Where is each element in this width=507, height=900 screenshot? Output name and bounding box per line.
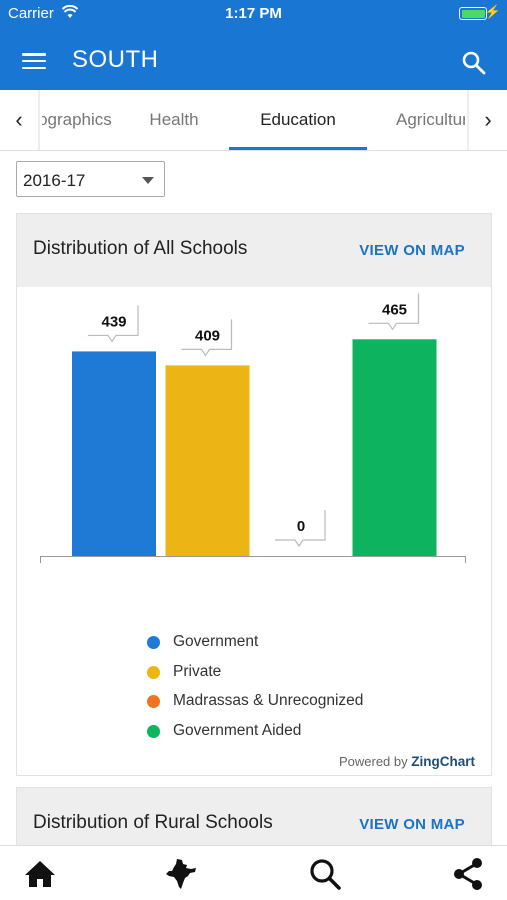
charging-icon: ⚡ <box>484 4 501 19</box>
view-on-map-link[interactable]: VIEW ON MAP <box>359 816 465 833</box>
legend-dot <box>147 695 160 708</box>
search-icon[interactable] <box>307 856 343 892</box>
bar-3 <box>352 339 437 556</box>
legend-label: Madrassas & Unrecognized <box>173 692 364 709</box>
view-on-map-link[interactable]: VIEW ON MAP <box>359 242 465 259</box>
data-label-0: 439 <box>101 313 126 330</box>
status-bar: Carrier 1:17 PM ⚡ <box>0 0 507 28</box>
legend-item-private[interactable]: Private <box>145 662 363 692</box>
data-label-2: 0 <box>297 518 305 535</box>
legend-item-government-aided[interactable]: Government Aided <box>145 721 363 751</box>
card-title: Distribution of Rural Schools <box>33 812 273 833</box>
bar-1 <box>165 365 250 556</box>
legend-dot <box>147 665 160 679</box>
data-label-1: 409 <box>195 327 220 344</box>
data-label-3: 465 <box>382 301 407 318</box>
bottom-navigation <box>0 845 507 900</box>
caret-down-icon <box>142 177 154 184</box>
tab-agriculture[interactable]: Agriculture <box>396 110 465 129</box>
tabs-track: Demographics Health Education Agricultur… <box>42 90 465 150</box>
data-label-callout <box>181 319 233 357</box>
chevron-right-icon[interactable]: › <box>467 90 507 150</box>
year-dropdown[interactable]: 2016-17 <box>16 161 165 197</box>
india-map-icon[interactable] <box>163 856 199 892</box>
legend-label: Government <box>173 633 259 650</box>
carrier-label: Carrier <box>8 5 54 22</box>
year-dropdown-value: 2016-17 <box>23 171 86 190</box>
legend-item-madrassas[interactable]: Madrassas & Unrecognized <box>145 691 363 721</box>
tab-education[interactable]: Education <box>260 110 336 129</box>
legend-label: Government Aided <box>173 721 302 739</box>
chart-legend: Government Private Madrassas & Unrecogni… <box>145 632 363 750</box>
bar-0 <box>72 351 156 556</box>
powered-by[interactable]: Powered by ZingChart <box>339 754 475 769</box>
all-schools-card: Distribution of All Schools VIEW ON MAP … <box>16 213 492 776</box>
data-label-callout <box>368 293 420 331</box>
chevron-left-icon[interactable]: ‹ <box>0 90 40 150</box>
active-tab-indicator <box>229 147 367 150</box>
zingchart-brand: ZingChart <box>411 754 475 769</box>
tab-health[interactable]: Health <box>149 110 199 129</box>
page-title: SOUTH <box>72 46 159 73</box>
card-title: Distribution of All Schools <box>33 238 248 259</box>
tab-demographics[interactable]: Demographics <box>42 110 112 129</box>
clock: 1:17 PM <box>225 5 282 22</box>
card-header: Distribution of All Schools VIEW ON MAP <box>17 214 491 287</box>
legend-item-government[interactable]: Government <box>145 632 363 662</box>
bar-chart: 439 409 0 465 <box>40 293 466 563</box>
share-icon[interactable] <box>450 856 486 892</box>
data-label-callout <box>88 305 139 343</box>
hamburger-menu-icon[interactable] <box>22 53 46 70</box>
battery-icon <box>459 7 487 20</box>
powered-by-prefix: Powered by <box>338 754 408 769</box>
app-bar: SOUTH <box>0 28 507 90</box>
legend-label: Private <box>173 662 222 680</box>
data-label-callout <box>275 510 326 548</box>
search-icon[interactable] <box>461 50 487 76</box>
wifi-icon <box>62 5 78 18</box>
legend-dot <box>147 724 160 738</box>
category-tabs: ‹ Demographics Health Education Agricult… <box>0 90 507 151</box>
legend-dot <box>147 636 160 649</box>
home-icon[interactable] <box>22 856 58 892</box>
